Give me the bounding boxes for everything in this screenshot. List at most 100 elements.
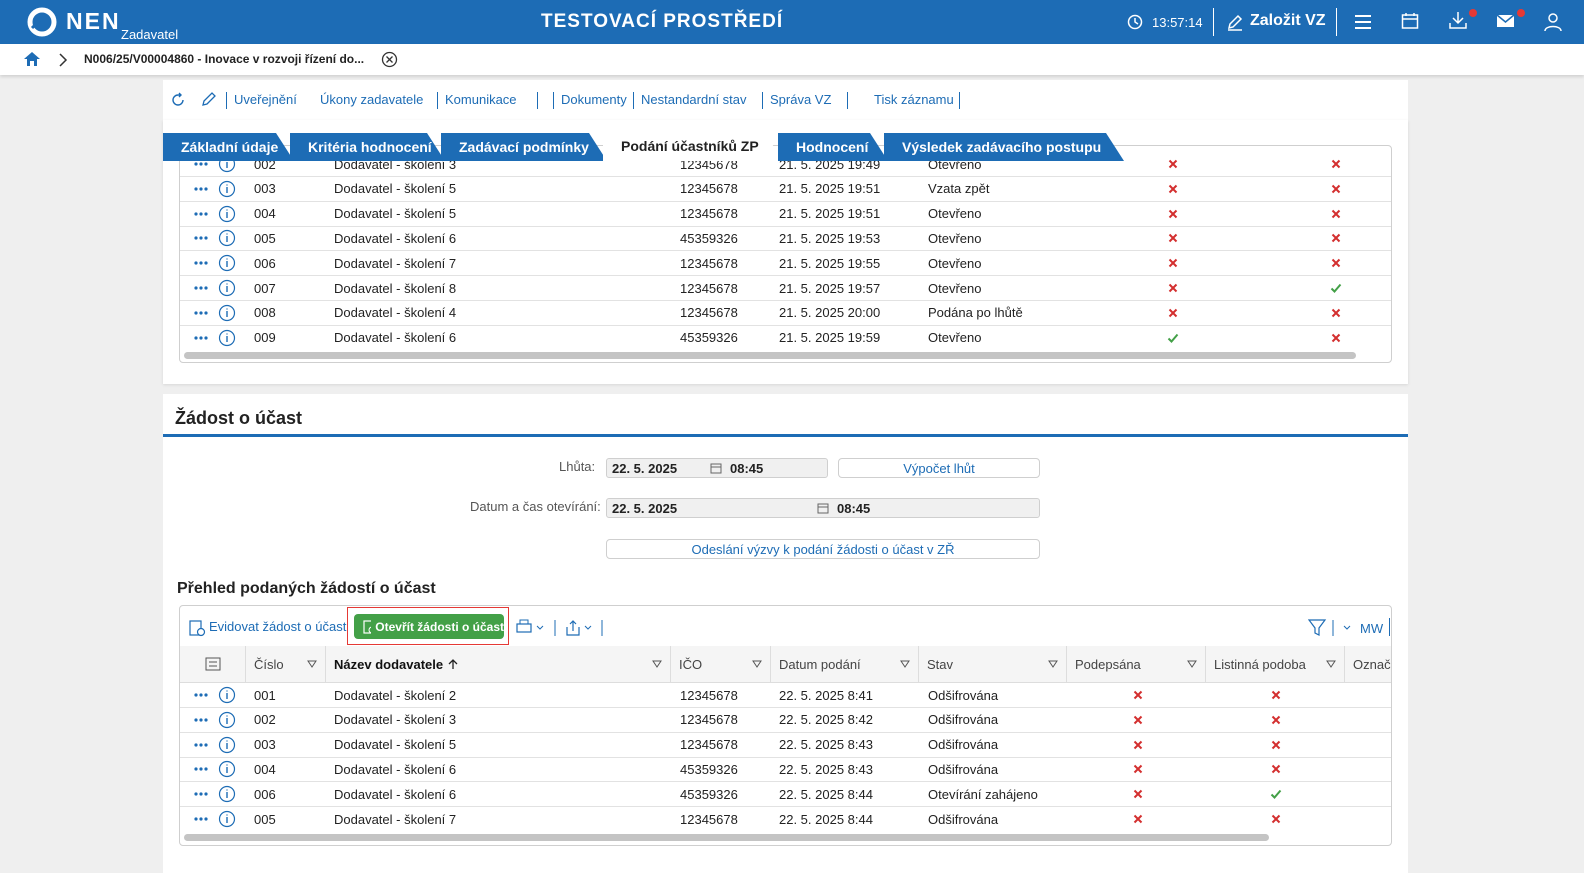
- tab[interactable]: Výsledek zadávacího postupu: [884, 133, 1124, 161]
- cell: Dodavatel - školení 6: [334, 230, 457, 246]
- cell: 001: [254, 687, 276, 703]
- column-header[interactable]: Název dodavatele: [326, 646, 671, 682]
- opening-input[interactable]: 22. 5. 2025 08:45: [606, 498, 1040, 518]
- settings-column: [180, 646, 246, 682]
- column-label: Podepsána: [1075, 656, 1141, 672]
- cell: Dodavatel - školení 2: [334, 687, 457, 703]
- status-icon: [1331, 258, 1341, 268]
- tab[interactable]: Kritéria hodnocení: [290, 133, 445, 161]
- tab[interactable]: Základní údaje: [163, 133, 294, 161]
- tab[interactable]: Podání účastníků ZP: [603, 130, 782, 161]
- cell: 005: [254, 230, 276, 246]
- toolbar-item[interactable]: Nestandardní stav: [641, 92, 747, 107]
- tools-icons[interactable]: [515, 618, 610, 638]
- calendar-icon[interactable]: [1401, 12, 1419, 30]
- cell: Dodavatel - školení 7: [334, 255, 457, 271]
- clock-icon: [1127, 14, 1143, 30]
- row-actions[interactable]: [192, 252, 252, 274]
- row-actions[interactable]: [192, 734, 252, 756]
- cell: 12345678: [680, 687, 738, 703]
- close-icon[interactable]: [381, 51, 398, 68]
- calendar-icon[interactable]: [817, 502, 829, 514]
- row-actions[interactable]: [192, 758, 252, 780]
- toolbar-item[interactable]: Uveřejnění: [234, 92, 297, 107]
- filter-icons[interactable]: [1308, 618, 1358, 638]
- toolbar-item[interactable]: Dokumenty: [561, 92, 627, 107]
- cell: 45359326: [680, 786, 738, 802]
- view-label[interactable]: MW: [1360, 621, 1384, 636]
- column-label: Číslo: [254, 656, 284, 672]
- cell: Otevřeno: [928, 330, 982, 346]
- status-icon: [1331, 159, 1341, 169]
- column-header[interactable]: Označe: [1345, 646, 1391, 682]
- row-actions[interactable]: [192, 277, 252, 299]
- column-label: Listinná podoba: [1214, 656, 1306, 672]
- create-button[interactable]: Založit VZ: [1250, 12, 1326, 29]
- row-actions[interactable]: [192, 684, 252, 706]
- toolbar-item[interactable]: Tisk záznamu: [874, 92, 954, 107]
- row-actions[interactable]: [192, 302, 252, 324]
- scrollbar[interactable]: [184, 834, 1269, 841]
- mail-icon[interactable]: [1496, 8, 1526, 32]
- calc-button[interactable]: Výpočet lhůt: [838, 458, 1040, 478]
- cell: Odšifrována: [928, 811, 999, 827]
- table-row: 004 Dodavatel - školení 6 45359326 22. 5. 2…: [180, 757, 1391, 783]
- cell: 006: [254, 255, 276, 271]
- cell: 22. 5. 2025 8:41: [779, 687, 873, 703]
- register-button[interactable]: Evidovat žádost o účast: [209, 619, 347, 634]
- table-row: 007 Dodavatel - školení 8 12345678 21. 5. 2…: [180, 276, 1391, 301]
- cell: 21. 5. 2025 20:00: [779, 305, 881, 321]
- table-row: 002 Dodavatel - školení 3 12345678 22. 5. 2…: [180, 708, 1391, 733]
- cell: 21. 5. 2025 19:59: [779, 330, 881, 346]
- cell: 006: [254, 786, 276, 802]
- row-actions[interactable]: [192, 203, 252, 225]
- row-actions[interactable]: [192, 327, 252, 349]
- column-header[interactable]: Stav: [919, 646, 1067, 682]
- cell: 12345678: [680, 712, 738, 728]
- row-actions[interactable]: [192, 178, 252, 200]
- send-button[interactable]: Odeslání výzvy k podání žádosti o účast …: [606, 539, 1040, 559]
- cell: 22. 5. 2025 8:43: [779, 761, 873, 777]
- cell: 45359326: [680, 761, 738, 777]
- menu-icon[interactable]: [1354, 13, 1372, 31]
- cell: 008: [254, 305, 276, 321]
- breadcrumb-bar: N006/25/V00004860 - Inovace v rozvoji ří…: [0, 44, 1584, 75]
- edit-icon: [1227, 14, 1243, 31]
- chevron: [59, 53, 68, 67]
- cell: Dodavatel - školení 4: [334, 305, 457, 321]
- env-title: TESTOVACÍ PROSTŘEDÍ: [541, 11, 784, 32]
- pencil-icon[interactable]: [201, 91, 217, 107]
- toolbar-item[interactable]: Správa VZ: [770, 92, 832, 107]
- column-header[interactable]: Datum podání: [771, 646, 919, 682]
- column-header[interactable]: Číslo: [246, 646, 326, 682]
- status-icon: [1271, 740, 1281, 749]
- open-button[interactable]: Otevřít žádosti o účast: [354, 614, 504, 639]
- download-icon[interactable]: [1448, 8, 1478, 32]
- status-icon: [1270, 790, 1282, 800]
- tab[interactable]: Zadávací podmínky: [441, 133, 607, 161]
- separator: [762, 92, 763, 109]
- deadline-date: 22. 5. 2025: [612, 460, 678, 476]
- scrollbar[interactable]: [184, 352, 1356, 359]
- toolbar-item[interactable]: Komunikace: [445, 92, 517, 107]
- column-header[interactable]: Listinná podoba: [1206, 646, 1345, 682]
- row-actions[interactable]: [192, 709, 252, 731]
- row-actions[interactable]: [192, 783, 252, 805]
- column-label: Označe: [1353, 656, 1391, 672]
- row-actions[interactable]: [192, 808, 252, 830]
- calendar-icon[interactable]: [710, 462, 722, 474]
- cell: Dodavatel - školení 5: [334, 206, 457, 222]
- user-icon[interactable]: [1544, 12, 1562, 32]
- home-icon[interactable]: [23, 50, 41, 68]
- deadline-input[interactable]: 22. 5. 2025 08:45: [606, 458, 828, 478]
- column-header[interactable]: Podepsána: [1067, 646, 1206, 682]
- toolbar-item[interactable]: Úkony zadavatele: [320, 92, 424, 107]
- row-actions[interactable]: [192, 227, 252, 249]
- table-row: 009 Dodavatel - školení 6 45359326 21. 5. 2…: [180, 326, 1391, 350]
- column-header[interactable]: IČO: [671, 646, 771, 682]
- breadcrumb[interactable]: N006/25/V00004860 - Inovace v rozvoji ří…: [84, 52, 365, 66]
- refresh-icon[interactable]: [170, 92, 186, 108]
- status-icon: [1168, 308, 1178, 318]
- status-icon: [1331, 184, 1341, 194]
- tab[interactable]: Hodnocení: [778, 133, 888, 161]
